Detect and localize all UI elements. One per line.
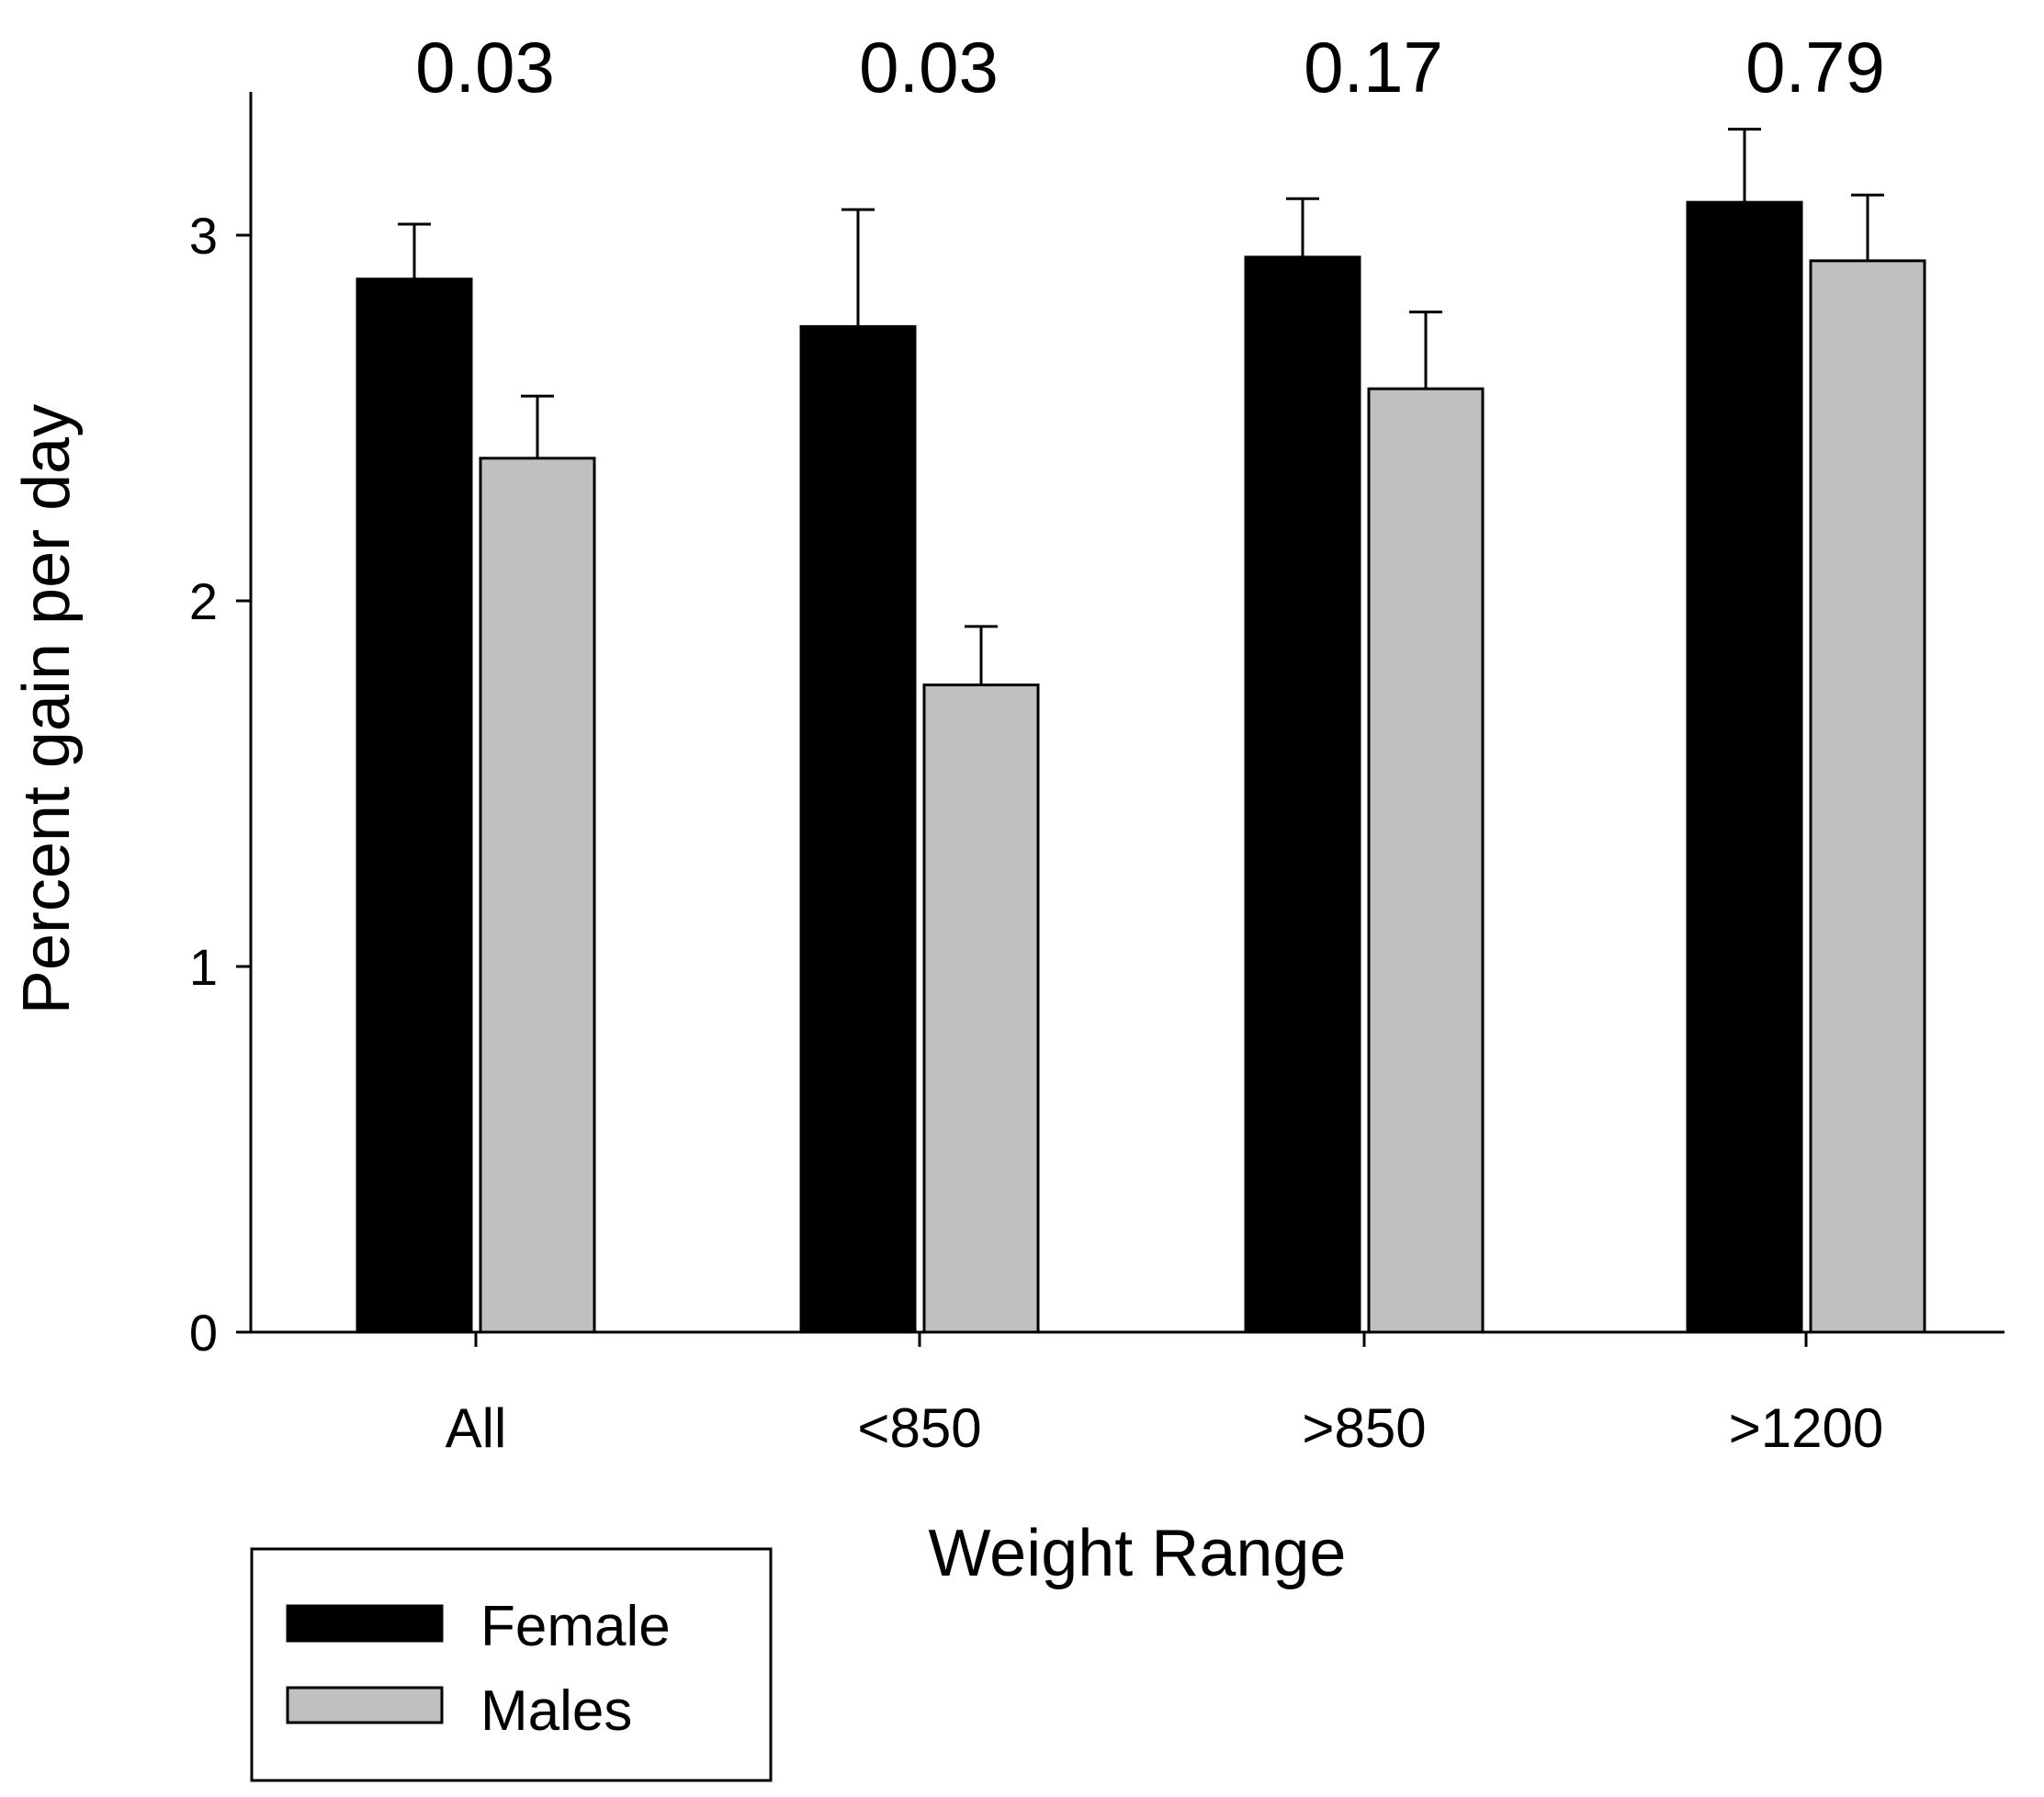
legend-swatch-female <box>286 1604 444 1643</box>
y-tick-label: 2 <box>189 572 218 630</box>
legend-swatch-males <box>286 1686 444 1724</box>
y-ticks: 0 1 2 3 <box>189 207 251 1362</box>
error-bars-layer <box>398 128 1884 685</box>
bar-female-2 <box>1244 255 1361 1334</box>
y-tick-label: 3 <box>189 207 218 265</box>
y-tick-label: 1 <box>189 938 218 996</box>
bar-males-0 <box>479 457 596 1334</box>
p-value-annotations: 0.03 0.03 0.17 0.79 <box>415 27 1885 107</box>
bar-female-3 <box>1686 200 1803 1334</box>
legend: Female Males <box>250 1547 773 1782</box>
x-tick-label: >850 <box>1302 1397 1426 1459</box>
x-axis-label: Weight Range <box>929 1517 1347 1590</box>
p-value-label: 0.03 <box>859 27 999 107</box>
y-tick-label: 0 <box>189 1304 218 1362</box>
legend-label-female: Female <box>480 1595 671 1658</box>
legend-box <box>250 1547 773 1782</box>
bar-males-3 <box>1809 259 1926 1334</box>
bar-males-2 <box>1367 387 1485 1334</box>
x-tick-label: All <box>446 1397 507 1459</box>
bars-layer <box>356 200 1926 1334</box>
x-tick-label: <850 <box>857 1397 981 1459</box>
legend-label-males: Males <box>480 1679 632 1743</box>
p-value-label: 0.03 <box>415 27 555 107</box>
x-tick-label: >1200 <box>1729 1397 1884 1459</box>
x-ticks: All <850 >850 >1200 <box>446 1332 1884 1459</box>
p-value-label: 0.79 <box>1745 27 1885 107</box>
bar-males-1 <box>922 684 1040 1334</box>
bar-female-1 <box>799 325 917 1334</box>
y-axis-label: Percent gain per day <box>10 404 84 1014</box>
bar-female-0 <box>356 277 473 1334</box>
p-value-label: 0.17 <box>1304 27 1443 107</box>
